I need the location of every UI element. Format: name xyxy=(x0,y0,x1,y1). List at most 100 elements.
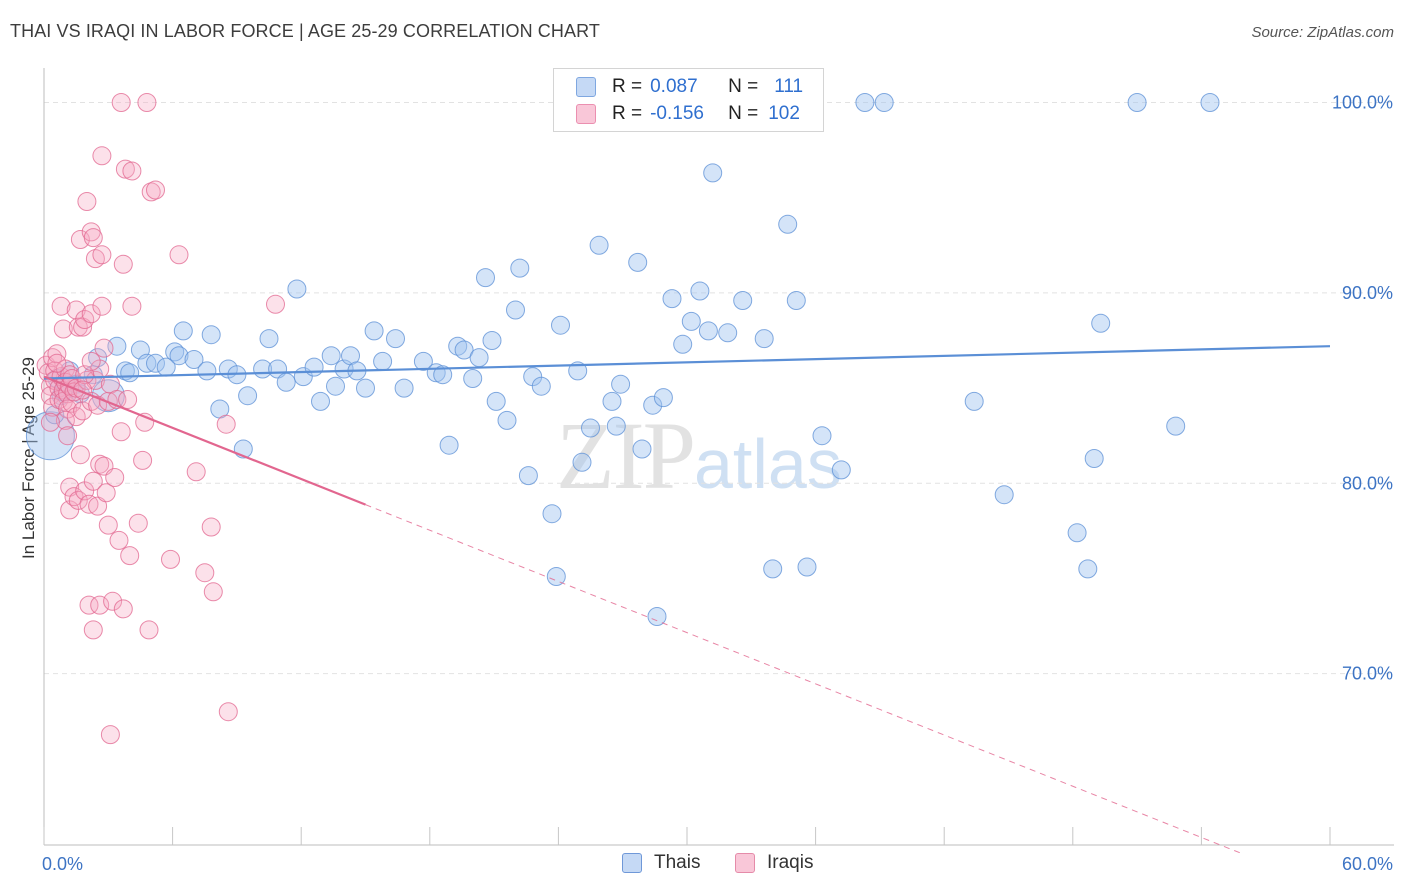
thais-point xyxy=(662,289,682,309)
thais-point xyxy=(433,365,453,385)
iraqis-point xyxy=(216,414,236,434)
thais-point xyxy=(643,395,663,415)
iraqis-point xyxy=(47,353,67,373)
iraqis-point xyxy=(53,319,73,339)
iraqis-point xyxy=(66,378,86,398)
thais-point xyxy=(786,291,806,310)
thais-point xyxy=(1091,313,1111,333)
thais-point xyxy=(874,93,894,112)
iraqis-point xyxy=(83,471,103,491)
thais-point xyxy=(632,439,652,459)
thais-point xyxy=(326,376,345,396)
thais-point xyxy=(201,325,221,345)
thais-point xyxy=(1166,416,1186,436)
iraqis-point xyxy=(203,582,223,602)
thais-point xyxy=(439,435,459,455)
thais-point xyxy=(831,460,851,480)
thais-point xyxy=(733,291,753,310)
iraqis-point xyxy=(81,351,101,371)
bottom-legend-swatch-iraqis xyxy=(735,853,755,873)
thais-point xyxy=(25,411,75,461)
thais-point xyxy=(486,391,506,411)
iraqis-point xyxy=(100,725,120,745)
chart-source: Source: ZipAtlas.com xyxy=(1251,24,1394,41)
thais-point xyxy=(572,452,592,472)
iraqis-point xyxy=(43,397,63,417)
thais-trend-line xyxy=(43,345,1331,380)
iraqis-point xyxy=(139,620,159,640)
thais-point xyxy=(238,386,258,406)
iraqis-point xyxy=(55,410,75,430)
iraqis-point xyxy=(83,620,103,640)
legend-row-thais: R = 0.087 N = 111 xyxy=(576,75,803,99)
thais-point xyxy=(394,378,414,398)
thais-point xyxy=(628,252,648,272)
thais-point xyxy=(718,323,738,343)
iraqis-point xyxy=(122,296,142,316)
iraqis-point xyxy=(218,702,238,722)
thais-point xyxy=(1127,93,1147,112)
iraqis-point xyxy=(68,490,88,510)
iraqis-point xyxy=(40,412,60,432)
bottom-legend-iraqis: Iraqis xyxy=(735,852,813,874)
iraqis-point xyxy=(103,591,123,611)
iraqis-point xyxy=(85,370,105,390)
iraqis-point xyxy=(96,483,116,503)
thais-point xyxy=(364,321,384,341)
iraqis-point xyxy=(122,161,142,181)
thais-point xyxy=(797,557,817,577)
y-tick-label: 90.0% xyxy=(1342,283,1393,303)
x-tick-label: 0.0% xyxy=(42,854,83,874)
iraqis-point xyxy=(98,515,118,535)
iraqis-point xyxy=(266,294,285,314)
thais-point xyxy=(754,329,774,349)
thais-point xyxy=(812,426,832,446)
iraqis-point xyxy=(161,549,180,569)
thais-point xyxy=(778,214,798,234)
y-tick-label: 70.0% xyxy=(1342,664,1393,684)
thais-point xyxy=(454,340,474,360)
bottom-legend-label-thais: Thais xyxy=(654,852,701,873)
iraqis-point xyxy=(146,180,165,200)
thais-point xyxy=(120,363,140,383)
bottom-legend-label-iraqis: Iraqis xyxy=(767,852,814,873)
thais-point xyxy=(497,410,517,430)
legend: R = 0.087 N = 111 R = -0.156 N = 102 xyxy=(553,68,824,132)
watermark: ZIPatlas xyxy=(556,400,842,511)
legend-r-label: R = xyxy=(612,103,643,124)
bottom-legend-thais: Thais xyxy=(622,852,700,874)
thais-point xyxy=(964,391,984,411)
thais-point xyxy=(542,504,562,524)
iraqis-point xyxy=(70,445,90,465)
thais-point xyxy=(413,351,433,371)
iraqis-point xyxy=(113,254,133,274)
thais-point xyxy=(173,321,193,341)
iraqis-point xyxy=(169,245,189,265)
iraqis-point xyxy=(111,93,131,112)
iraqis-point xyxy=(68,317,88,337)
iraqis-point xyxy=(195,563,215,583)
iraqis-point xyxy=(120,546,140,566)
thais-point xyxy=(994,485,1014,505)
iraqis-trend-extension xyxy=(365,504,1245,855)
thais-point xyxy=(476,268,495,288)
iraqis-point xyxy=(83,228,103,248)
thais-point xyxy=(1200,93,1220,112)
bottom-legend-swatch-thais xyxy=(622,853,642,873)
thais-point xyxy=(855,93,875,112)
thais-point xyxy=(531,376,551,396)
iraqis-point xyxy=(73,317,93,337)
legend-r-value: 0.087 xyxy=(650,76,698,97)
iraqis-point xyxy=(186,462,206,482)
thais-point xyxy=(276,372,296,392)
thais-point xyxy=(703,163,723,183)
iraqis-point xyxy=(118,390,138,409)
iraqis-point xyxy=(81,304,101,324)
legend-row-iraqis: R = -0.156 N = 102 xyxy=(576,102,800,126)
thais-point xyxy=(463,369,483,388)
iraqis-point xyxy=(109,530,129,550)
thais-point xyxy=(373,351,393,371)
y-tick-label: 100.0% xyxy=(1332,92,1393,112)
thais-point xyxy=(581,418,600,438)
